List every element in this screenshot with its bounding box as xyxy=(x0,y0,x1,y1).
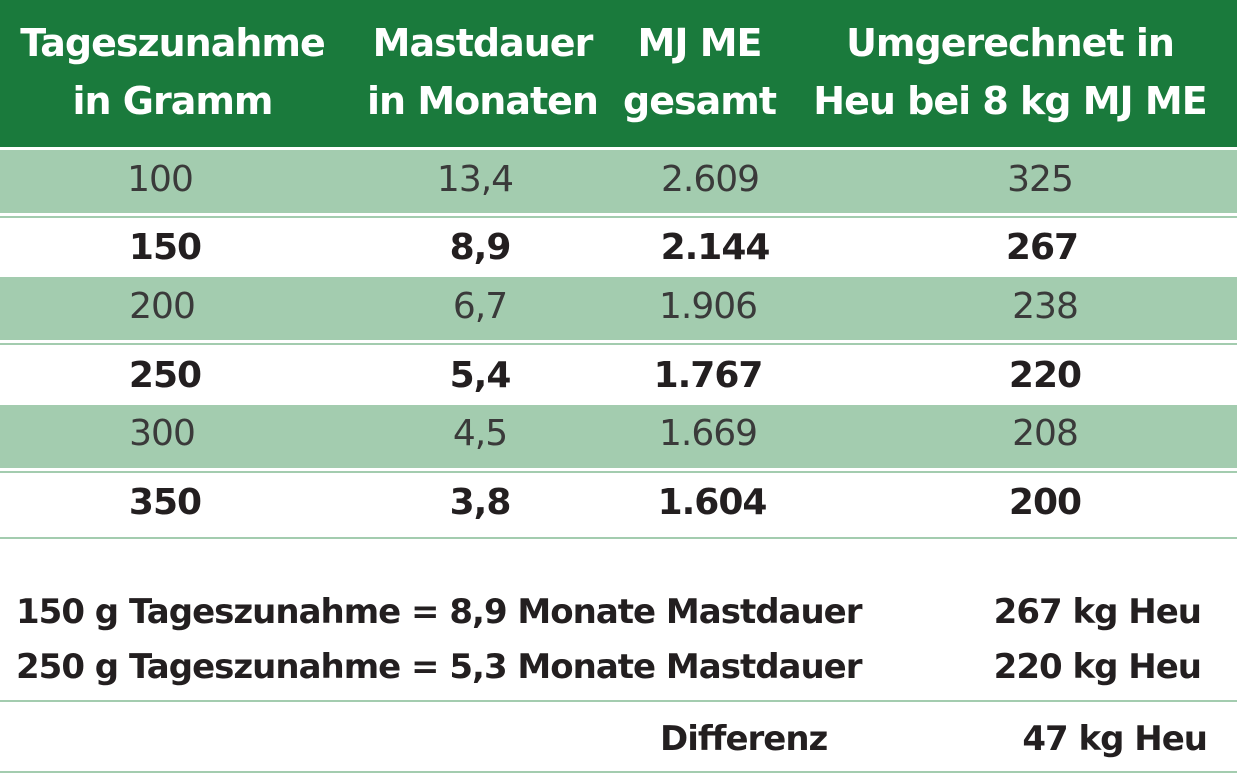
header-daily-gain-line1: Tageszunahme xyxy=(20,21,326,65)
row-background-3 xyxy=(0,277,1237,340)
cell-hay: 267 xyxy=(1005,227,1079,268)
cell-duration: 4,5 xyxy=(452,413,508,454)
summary-line-1-value: 267 kg Heu xyxy=(993,592,1202,632)
header-daily-gain: Tageszunahme in Gramm xyxy=(0,14,345,130)
cell-hay: 325 xyxy=(1007,159,1074,200)
difference-label: Differenz xyxy=(660,719,828,759)
header-daily-gain-line2: in Gramm xyxy=(72,79,273,123)
table-bottom-line xyxy=(0,537,1237,539)
cell-hay: 220 xyxy=(1008,355,1082,396)
cell-mj: 1.906 xyxy=(658,286,758,327)
cell-gain: 300 xyxy=(129,413,196,454)
header-mj-me-total-line1: MJ ME xyxy=(637,21,763,65)
header-hay-converted-line2: Heu bei 8 kg MJ ME xyxy=(813,79,1207,123)
cell-mj: 2.144 xyxy=(660,227,771,268)
header-fattening-duration: Mastdauer in Monaten xyxy=(350,14,615,130)
row-separator-5 xyxy=(0,471,1237,473)
summary-separator xyxy=(0,700,1237,702)
cell-gain: 100 xyxy=(127,159,194,200)
summary-line-2-text: 250 g Tageszunahme = 5,3 Monate Mastdaue… xyxy=(16,647,863,687)
summary-line-1-text: 150 g Tageszunahme = 8,9 Monate Mastdaue… xyxy=(16,592,863,632)
cell-duration: 13,4 xyxy=(436,159,514,200)
header-mj-me-total: MJ ME gesamt xyxy=(612,14,787,130)
header-hay-converted-line1: Umgerechnet in xyxy=(846,21,1175,65)
cell-gain: 250 xyxy=(128,355,202,396)
cell-mj: 1.604 xyxy=(657,482,768,523)
cell-duration: 6,7 xyxy=(452,286,508,327)
cell-mj: 2.609 xyxy=(660,159,760,200)
cell-mj: 1.669 xyxy=(658,413,758,454)
cell-duration: 5,4 xyxy=(449,355,512,396)
header-hay-converted: Umgerechnet in Heu bei 8 kg MJ ME xyxy=(800,14,1220,130)
row-separator-3 xyxy=(0,343,1237,345)
cell-gain: 200 xyxy=(129,286,196,327)
cell-gain: 350 xyxy=(128,482,202,523)
bottom-line xyxy=(0,771,1237,773)
header-mj-me-total-line2: gesamt xyxy=(623,79,777,123)
cell-duration: 3,8 xyxy=(449,482,512,523)
cell-duration: 8,9 xyxy=(449,227,512,268)
header-fattening-duration-line1: Mastdauer xyxy=(372,21,594,65)
summary-line-2-value: 220 kg Heu xyxy=(993,647,1202,687)
cell-gain: 150 xyxy=(128,227,202,268)
cell-hay: 200 xyxy=(1008,482,1082,523)
row-background-5 xyxy=(0,405,1237,468)
cell-hay: 208 xyxy=(1012,413,1079,454)
cell-mj: 1.767 xyxy=(653,355,764,396)
row-background-1 xyxy=(0,150,1237,213)
table-header: Tageszunahme in Gramm Mastdauer in Monat… xyxy=(0,0,1237,147)
difference-value: 47 kg Heu xyxy=(1022,719,1208,759)
header-fattening-duration-line2: in Monaten xyxy=(367,79,599,123)
cell-hay: 238 xyxy=(1012,286,1079,327)
row-separator-1 xyxy=(0,216,1237,218)
